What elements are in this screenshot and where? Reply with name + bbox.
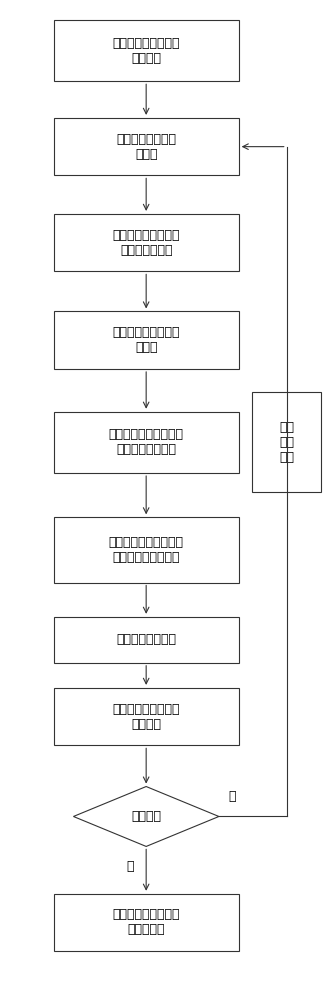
Text: 满足要求: 满足要求 <box>131 810 161 823</box>
FancyBboxPatch shape <box>53 311 239 369</box>
Text: 使用粒子群优化算法
进行优化: 使用粒子群优化算法 进行优化 <box>113 703 180 731</box>
FancyBboxPatch shape <box>53 412 239 473</box>
Text: 计算天线罩的自重: 计算天线罩的自重 <box>116 633 176 646</box>
FancyBboxPatch shape <box>53 688 239 745</box>
FancyBboxPatch shape <box>53 20 239 81</box>
Text: 计算透过蒙皮后的
口径场: 计算透过蒙皮后的 口径场 <box>116 133 176 161</box>
FancyBboxPatch shape <box>53 517 239 583</box>
FancyBboxPatch shape <box>53 617 239 663</box>
Text: 是: 是 <box>126 860 133 873</box>
Text: 确定天线罩杆件截面
尺寸初值: 确定天线罩杆件截面 尺寸初值 <box>113 37 180 65</box>
FancyBboxPatch shape <box>53 118 239 175</box>
Text: 否: 否 <box>228 790 236 803</box>
FancyBboxPatch shape <box>252 392 321 492</box>
Text: 计算在载荷作用下天线
罩节点位移的最大值: 计算在载荷作用下天线 罩节点位移的最大值 <box>109 536 184 564</box>
Text: 计算金属桁架引起的
散射场: 计算金属桁架引起的 散射场 <box>113 326 180 354</box>
Text: 将透射场与散射场相加
得到加罩后的远场: 将透射场与散射场相加 得到加罩后的远场 <box>109 428 184 456</box>
Text: 计算透过蒙皮后的口
径场产生的远场: 计算透过蒙皮后的口 径场产生的远场 <box>113 229 180 257</box>
FancyBboxPatch shape <box>53 894 239 951</box>
Text: 修改
设计
变量: 修改 设计 变量 <box>279 421 294 464</box>
Text: 将对应的设计方案作
为最优方案: 将对应的设计方案作 为最优方案 <box>113 908 180 936</box>
FancyBboxPatch shape <box>53 214 239 271</box>
Polygon shape <box>73 787 219 846</box>
